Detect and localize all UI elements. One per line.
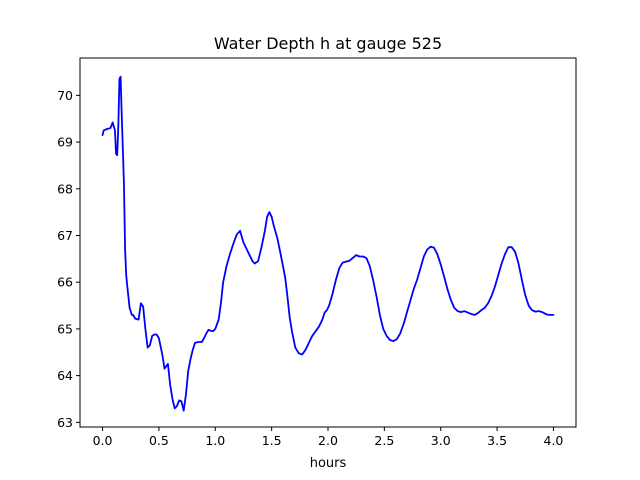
x-axis-label: hours xyxy=(310,456,347,471)
plot-layer xyxy=(101,75,555,412)
x-tick-label: 0.0 xyxy=(93,433,113,448)
y-tick-label: 70 xyxy=(57,88,73,103)
plot-frame xyxy=(79,57,577,428)
y-tick-label: 65 xyxy=(57,321,73,336)
x-tick-label: 2.0 xyxy=(318,433,338,448)
series-line-0 xyxy=(101,75,555,412)
y-tick-label: 66 xyxy=(57,275,73,290)
y-tick-label: 64 xyxy=(57,368,73,383)
x-tick-label: 4.0 xyxy=(544,433,564,448)
x-tick-label: 2.5 xyxy=(374,433,394,448)
y-tick-label: 67 xyxy=(57,228,73,243)
ticks-layer: 0.0 0.5 1.0 1.5 2.0 2.5 3.0 3.5 4.0 63 64 65 66 67 68 6… xyxy=(57,88,563,448)
y-tick-label: 69 xyxy=(57,135,73,150)
x-tick-label: 3.5 xyxy=(487,433,507,448)
y-tick-label: 63 xyxy=(57,415,73,430)
x-tick-label: 1.5 xyxy=(262,433,282,448)
x-tick-label: 3.0 xyxy=(431,433,451,448)
x-tick-label: 0.5 xyxy=(149,433,169,448)
y-tick-label: 68 xyxy=(57,181,73,196)
x-tick-label: 1.0 xyxy=(205,433,225,448)
chart-title: Water Depth h at gauge 525 xyxy=(214,34,442,53)
